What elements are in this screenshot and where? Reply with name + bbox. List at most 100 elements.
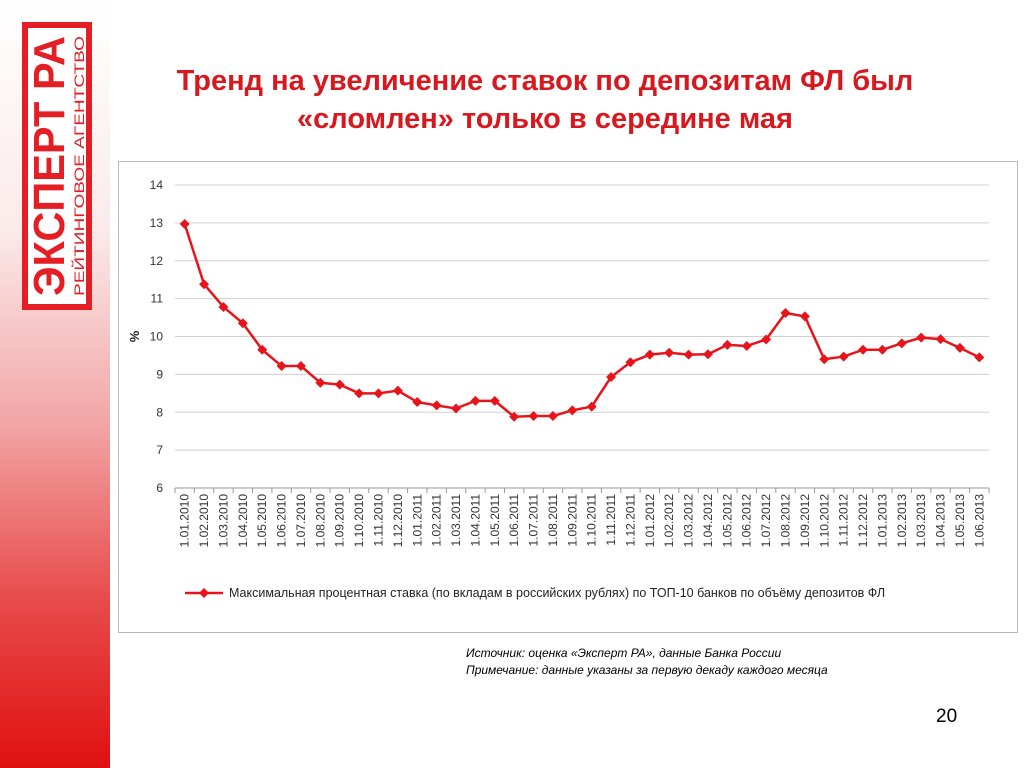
legend-marker [199,588,209,598]
x-tick-label: 1.07.2012 [759,494,773,548]
title-line-2: «сломлен» только в середине мая [297,103,793,135]
x-tick-label: 1.09.2011 [565,494,579,547]
data-point [334,379,345,390]
data-point [257,344,268,355]
data-point [218,301,229,312]
data-point [916,332,927,343]
x-tick-label: 1.11.2011 [604,494,618,546]
expert-ra-logo: ЭКСПЕРТ РА РЕЙТИНГОВОЕ АГЕНТСТВО [22,22,92,310]
x-tick-label: 1.06.2010 [275,494,289,548]
data-point [935,334,946,345]
legend-label: Максимальная процентная ставка (по вклад… [229,586,885,600]
x-tick-label: 1.06.2013 [972,494,986,548]
x-tick-label: 1.08.2012 [779,494,793,548]
page-number: 20 [936,706,958,727]
data-point [722,339,733,350]
x-tick-label: 1.07.2010 [294,494,308,548]
x-tick-label: 1.08.2011 [546,494,560,547]
data-point [412,397,423,408]
data-point [470,395,481,406]
data-point [858,344,869,355]
x-tick-label: 1.02.2013 [895,494,909,548]
x-tick-label: 1.05.2010 [255,494,269,548]
x-tick-label: 1.04.2011 [468,494,482,547]
slide-title: Тренд на увеличение ставок по депозитам … [120,62,970,138]
y-tick-label: 9 [156,367,163,381]
x-tick-label: 1.05.2013 [953,494,967,548]
series-line [183,223,980,419]
x-tick-label: 1.02.2011 [430,494,444,547]
data-point [354,388,365,399]
data-point [664,347,675,358]
x-tick-label: 1.02.2010 [197,494,211,548]
x-tick-label: 1.07.2011 [527,494,541,547]
y-tick-label: 13 [150,216,164,230]
data-point [799,311,810,322]
y-tick-label: 12 [150,254,164,268]
data-point [315,377,326,388]
x-tick-label: 1.08.2010 [313,494,327,548]
data-point [567,405,578,416]
x-tick-label: 1.12.2012 [856,494,870,548]
x-tick-label: 1.09.2012 [798,494,812,548]
y-axis-label: % [127,330,142,342]
title-line-1: Тренд на увеличение ставок по депозитам … [176,65,914,97]
data-point [741,340,752,351]
x-tick-label: 1.10.2011 [585,494,599,547]
x-tick-label: 1.04.2013 [934,494,948,548]
y-tick-label: 10 [150,330,164,344]
x-tick-label: 1.11.2010 [372,494,386,547]
note-text: Примечание: данные указаны за первую дек… [466,663,828,677]
data-point [644,349,655,360]
x-tick-label: 1.03.2013 [914,494,928,548]
data-point [974,352,985,363]
x-tick-label: 1.01.2011 [410,494,424,547]
x-tick-label: 1.06.2012 [740,494,754,548]
data-point [489,395,500,406]
data-point [199,279,210,290]
data-point [819,354,830,365]
logo-sub-text: РЕЙТИНГОВОЕ АГЕНТСТВО [70,36,87,296]
data-point [179,219,190,230]
y-tick-label: 8 [156,405,163,419]
x-tick-label: 1.06.2011 [507,494,521,547]
y-tick-label: 7 [156,443,163,457]
data-point [625,357,636,368]
data-point [896,338,907,349]
data-point [373,388,384,399]
x-tick-label: 1.10.2010 [352,494,366,548]
data-point [237,318,248,329]
line-chart: 6 7 8 9 10 11 12 13 14% 1.01.2010 1.02.2010 1.03.20… [127,178,990,600]
data-point [838,351,849,362]
x-tick-label: 1.12.2011 [623,494,637,547]
data-point [780,308,791,319]
data-point [683,349,694,360]
logo-main-text: ЭКСПЕРТ РА [25,36,74,296]
source-note: Источник: оценка «Эксперт РА», данные Ба… [466,645,828,679]
y-tick-label: 14 [150,178,164,192]
data-point [877,344,888,355]
y-tick-label: 11 [151,292,164,306]
data-point [528,411,539,422]
x-tick-label: 1.02.2012 [662,494,676,548]
data-point [586,401,597,412]
data-point [547,411,558,422]
x-tick-label: 1.04.2010 [236,494,250,548]
source-text: Источник: оценка «Эксперт РА», данные Ба… [466,646,782,660]
x-tick-label: 1.01.2013 [875,494,889,548]
data-point [509,411,520,422]
data-point [606,372,617,383]
x-tick-label: 1.03.2010 [216,494,230,548]
y-tick-label: 6 [156,481,163,495]
x-tick-label: 1.03.2012 [682,494,696,548]
x-tick-label: 1.11.2012 [837,494,851,547]
x-tick-label: 1.04.2012 [701,494,715,548]
data-point [451,403,462,414]
x-tick-label: 1.03.2011 [449,494,463,547]
x-tick-label: 1.05.2012 [720,494,734,548]
data-point [276,361,287,372]
data-point [295,361,306,372]
x-tick-label: 1.01.2010 [178,494,192,548]
data-point [954,342,965,353]
data-point [431,400,442,411]
